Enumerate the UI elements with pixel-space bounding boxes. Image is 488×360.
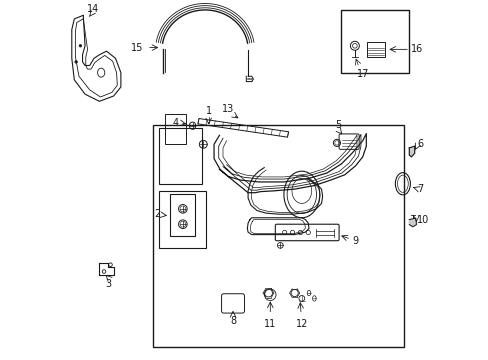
Text: 16: 16 bbox=[410, 44, 423, 54]
Ellipse shape bbox=[79, 45, 81, 47]
Text: 10: 10 bbox=[416, 215, 428, 225]
Bar bbox=[158, 128, 201, 184]
Text: 8: 8 bbox=[229, 316, 236, 326]
Text: 5: 5 bbox=[335, 120, 341, 130]
Text: 12: 12 bbox=[295, 319, 307, 329]
Text: 1: 1 bbox=[205, 106, 211, 116]
Text: 15: 15 bbox=[131, 42, 143, 53]
Text: 17: 17 bbox=[356, 69, 368, 79]
Text: 4: 4 bbox=[172, 118, 178, 128]
Bar bbox=[164, 114, 185, 144]
Text: 11: 11 bbox=[263, 319, 275, 329]
Text: 3: 3 bbox=[105, 279, 111, 289]
Polygon shape bbox=[408, 146, 414, 157]
Text: 9: 9 bbox=[351, 236, 357, 246]
Bar bbox=[170, 194, 195, 236]
Text: 6: 6 bbox=[416, 139, 423, 149]
Text: 7: 7 bbox=[417, 184, 423, 194]
Bar bbox=[366, 42, 385, 57]
Bar bbox=[159, 191, 205, 248]
Bar bbox=[341, 10, 408, 73]
Bar bbox=[153, 125, 403, 347]
Text: 14: 14 bbox=[87, 4, 99, 14]
Text: 13: 13 bbox=[222, 104, 234, 114]
Ellipse shape bbox=[75, 60, 77, 63]
Text: 2: 2 bbox=[154, 209, 160, 219]
Polygon shape bbox=[408, 218, 416, 227]
